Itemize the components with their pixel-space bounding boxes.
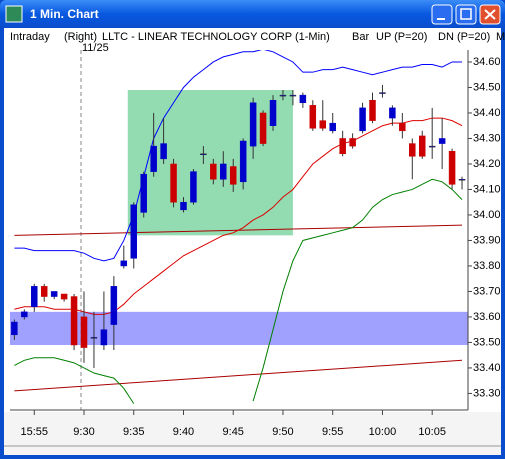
band-line: [14, 117, 463, 315]
candle-body: [249, 102, 257, 147]
y-tick-label: 33.90: [473, 234, 501, 246]
header-label: (Right): [64, 31, 97, 43]
x-tick-label: 9:45: [223, 426, 244, 438]
close-icon: [484, 9, 496, 20]
candle-body: [130, 204, 138, 259]
legend-entry: M: [496, 31, 505, 43]
y-tick-label: 34.40: [473, 107, 501, 119]
candle-body: [448, 150, 456, 185]
maximize-icon: [460, 8, 472, 20]
title-bar: [0, 0, 505, 28]
candle-body: [220, 163, 227, 180]
candle-body: [299, 94, 307, 104]
x-tick-label: 15:55: [21, 426, 49, 438]
date-annotation: 11/25: [82, 42, 109, 54]
candle-body: [21, 311, 28, 318]
header-label: LLTC - LINEAR TECHNOLOGY CORP (1-Min): [102, 31, 330, 43]
legend-entry: DN (P=20): [438, 31, 490, 43]
candle-body: [329, 122, 336, 132]
candle-body: [31, 286, 38, 307]
trend-line: [14, 359, 463, 392]
candle-body: [40, 286, 48, 297]
y-tick-label: 34.60: [473, 56, 501, 68]
candle-body: [438, 138, 446, 144]
candle-body: [60, 293, 68, 300]
y-tick-label: 33.30: [473, 387, 501, 399]
candle-body: [349, 138, 356, 147]
y-tick-label: 33.50: [473, 336, 501, 348]
candle-body: [170, 163, 177, 203]
y-tick-label: 34.50: [473, 81, 501, 93]
zone: [10, 311, 468, 345]
window-title: 1 Min. Chart: [30, 7, 99, 21]
candle-body: [11, 321, 18, 336]
y-tick-label: 33.60: [473, 311, 501, 323]
y-tick-label: 34.10: [473, 183, 501, 195]
candle-body: [90, 337, 98, 339]
candle-body: [279, 94, 287, 97]
candle-body: [180, 201, 187, 211]
candle-body: [120, 260, 128, 267]
candle-body: [259, 112, 267, 144]
candle-body: [319, 120, 327, 129]
x-tick-label: 9:40: [173, 426, 194, 438]
y-tick-label: 33.40: [473, 362, 501, 374]
candle-body: [50, 291, 58, 297]
candle-body: [359, 107, 366, 132]
candle-body: [418, 135, 426, 157]
candle-body: [399, 122, 406, 132]
candle-body: [239, 140, 247, 183]
candle-body: [100, 329, 108, 346]
y-tick-label: 34.00: [473, 209, 501, 221]
candle-body: [339, 138, 346, 155]
candle-body: [309, 105, 317, 129]
y-tick-label: 34.30: [473, 132, 501, 144]
header-label: Bar: [352, 31, 369, 43]
candle-body: [428, 145, 436, 148]
candle-body: [150, 145, 157, 172]
x-tick-label: 9:30: [73, 426, 94, 438]
candle-body: [210, 163, 217, 180]
y-tick-label: 33.80: [473, 260, 501, 272]
y-tick-label: 34.20: [473, 158, 501, 170]
candle-body: [160, 143, 167, 160]
candle-body: [379, 92, 386, 94]
y-tick-label: 33.70: [473, 285, 501, 297]
x-tick-label: 9:50: [272, 426, 293, 438]
x-tick-label: 10:05: [418, 426, 446, 438]
candle-body: [389, 107, 396, 119]
candle-body: [369, 99, 376, 121]
band-line: [14, 178, 463, 404]
candle-body: [458, 179, 466, 181]
candle-body: [269, 99, 277, 126]
band-line: [14, 50, 463, 262]
candle-body: [409, 143, 416, 157]
x-tick-label: 10:00: [369, 426, 397, 438]
x-axis-area: [4, 412, 501, 455]
candle-body: [229, 166, 237, 185]
header-label: Intraday: [10, 31, 50, 43]
x-tick-label: 9:35: [123, 426, 144, 438]
minimize-button[interactable]: [431, 4, 453, 25]
candle-body: [140, 173, 147, 213]
candle-body: [110, 286, 118, 325]
candle-body: [289, 94, 297, 97]
app-icon: [5, 5, 23, 23]
x-tick-label: 9:55: [322, 426, 343, 438]
maximize-button[interactable]: [455, 4, 477, 25]
legend-entry: UP (P=20): [376, 31, 427, 43]
candle-body: [70, 296, 78, 346]
candle-body: [190, 171, 197, 203]
candle-body: [200, 153, 207, 156]
candle-body: [80, 316, 88, 348]
